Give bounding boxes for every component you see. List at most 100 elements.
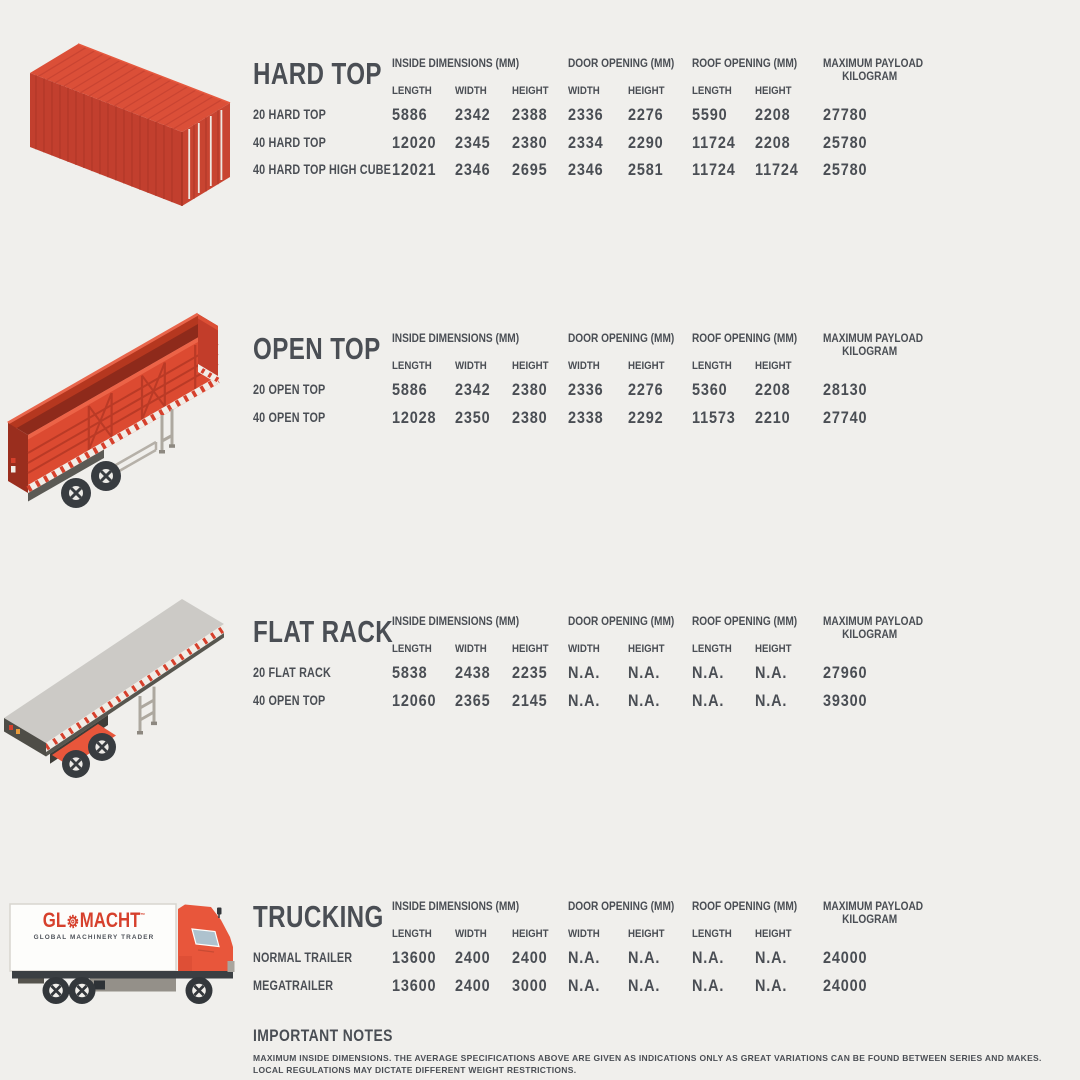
cell-inside-length: 5886 bbox=[392, 380, 428, 399]
column-header-length: LENGTH bbox=[692, 643, 732, 655]
cell-roof-length: N.A. bbox=[692, 975, 725, 995]
column-header-height: HEIGHT bbox=[755, 643, 792, 655]
hard-top-table: HARD TOP INSIDE DIMENSIONS (MM) DOOR OPE… bbox=[253, 55, 953, 184]
cell-door-height: 2276 bbox=[628, 105, 664, 124]
column-header-width: WIDTH bbox=[455, 643, 487, 655]
column-header-length: LENGTH bbox=[692, 85, 732, 97]
cell-inside-height: 2380 bbox=[512, 407, 548, 427]
glomacht-truck-illustration bbox=[9, 903, 235, 1006]
column-group-max-payload: MAXIMUM PAYLOAD KILOGRAM bbox=[823, 330, 924, 358]
column-group-inside-dimensions: INSIDE DIMENSIONS (MM) bbox=[392, 901, 520, 913]
cell-door-height: N.A. bbox=[628, 975, 661, 995]
max-payload-line2: KILOGRAM bbox=[842, 71, 898, 83]
column-header-height: HEIGHT bbox=[512, 85, 549, 97]
max-payload-line2: KILOGRAM bbox=[842, 629, 898, 641]
column-header-length: LENGTH bbox=[692, 928, 732, 940]
cell-door-width: N.A. bbox=[568, 663, 601, 682]
column-header-width: WIDTH bbox=[568, 928, 600, 940]
row-label: NORMAL TRAILER bbox=[253, 950, 353, 965]
cell-door-width: N.A. bbox=[568, 690, 601, 710]
cell-door-width: 2334 bbox=[568, 132, 604, 152]
cell-roof-length: N.A. bbox=[692, 663, 725, 682]
row-label: 20 FLAT RACK bbox=[253, 665, 331, 680]
max-payload-line1: MAXIMUM PAYLOAD bbox=[823, 333, 924, 345]
column-header-width: WIDTH bbox=[568, 360, 600, 372]
column-header-height: HEIGHT bbox=[628, 928, 665, 940]
cell-max-payload: 24000 bbox=[823, 948, 868, 967]
cell-inside-length: 13600 bbox=[392, 948, 437, 967]
column-header-height: HEIGHT bbox=[512, 360, 549, 372]
column-group-inside-dimensions: INSIDE DIMENSIONS (MM) bbox=[392, 333, 520, 345]
max-payload-line1: MAXIMUM PAYLOAD bbox=[823, 58, 924, 70]
column-header-width: WIDTH bbox=[568, 643, 600, 655]
cell-inside-width: 2350 bbox=[455, 407, 491, 427]
cell-door-width: 2336 bbox=[568, 105, 604, 124]
cell-inside-length: 12020 bbox=[392, 132, 437, 152]
cell-inside-height: 2145 bbox=[512, 690, 548, 710]
cell-inside-width: 2342 bbox=[455, 105, 491, 124]
column-header-height: HEIGHT bbox=[628, 85, 665, 97]
glomacht-wordmark: GL MACHT™ bbox=[43, 910, 145, 931]
row-label: 40 OPEN TOP bbox=[253, 409, 326, 425]
column-group-roof-opening: ROOF OPENING (MM) bbox=[692, 58, 798, 70]
cell-inside-width: 2400 bbox=[455, 975, 491, 995]
trucking-table: TRUCKING INSIDE DIMENSIONS (MM) DOOR OPE… bbox=[253, 898, 953, 999]
notes-title: IMPORTANT NOTES bbox=[253, 1026, 393, 1045]
column-group-max-payload: MAXIMUM PAYLOAD KILOGRAM bbox=[823, 898, 924, 926]
max-payload-line1: MAXIMUM PAYLOAD bbox=[823, 901, 924, 913]
column-group-door-opening: DOOR OPENING (MM) bbox=[568, 58, 675, 70]
cell-roof-length: 11724 bbox=[692, 160, 736, 179]
cell-door-height: N.A. bbox=[628, 948, 661, 967]
flat-rack-trailer-illustration bbox=[4, 599, 226, 780]
column-group-roof-opening: ROOF OPENING (MM) bbox=[692, 333, 798, 345]
cell-roof-height: 2208 bbox=[755, 105, 791, 124]
column-group-max-payload: MAXIMUM PAYLOAD KILOGRAM bbox=[823, 55, 924, 83]
cell-inside-width: 2346 bbox=[455, 160, 491, 179]
cell-roof-height: N.A. bbox=[755, 690, 788, 710]
cell-roof-length: 5360 bbox=[692, 380, 728, 399]
cell-door-width: N.A. bbox=[568, 975, 601, 995]
column-header-width: WIDTH bbox=[455, 928, 487, 940]
open-top-trailer-illustration bbox=[7, 312, 220, 510]
cell-roof-height: 11724 bbox=[755, 160, 799, 179]
cell-inside-length: 12060 bbox=[392, 690, 437, 710]
cell-inside-width: 2438 bbox=[455, 663, 491, 682]
cell-inside-length: 5838 bbox=[392, 663, 428, 682]
column-header-length: LENGTH bbox=[392, 360, 432, 372]
gear-icon bbox=[67, 914, 79, 928]
column-header-length: LENGTH bbox=[392, 85, 432, 97]
column-header-length: LENGTH bbox=[692, 360, 732, 372]
row-label: 40 OPEN TOP bbox=[253, 692, 326, 708]
column-header-length: LENGTH bbox=[392, 643, 432, 655]
cell-inside-length: 5886 bbox=[392, 105, 428, 124]
open-top-table: OPEN TOP INSIDE DIMENSIONS (MM) DOOR OPE… bbox=[253, 330, 953, 431]
section-title-trucking: TRUCKING bbox=[253, 899, 384, 934]
cell-max-payload: 27960 bbox=[823, 663, 868, 682]
cell-door-height: N.A. bbox=[628, 663, 661, 682]
cell-inside-height: 2380 bbox=[512, 132, 548, 152]
cell-door-height: N.A. bbox=[628, 690, 661, 710]
cell-inside-width: 2345 bbox=[455, 132, 491, 152]
cell-door-width: 2338 bbox=[568, 407, 604, 427]
cell-max-payload: 24000 bbox=[823, 975, 868, 995]
cell-roof-length: 11724 bbox=[692, 132, 736, 152]
cell-inside-length: 12021 bbox=[392, 160, 437, 179]
logo-suffix: MACHT bbox=[79, 909, 141, 932]
section-title-open-top: OPEN TOP bbox=[253, 331, 381, 366]
column-header-height: HEIGHT bbox=[755, 85, 792, 97]
cell-roof-length: N.A. bbox=[692, 690, 725, 710]
column-group-roof-opening: ROOF OPENING (MM) bbox=[692, 616, 798, 628]
note-line: MAXIMUM INSIDE DIMENSIONS. THE AVERAGE S… bbox=[253, 1053, 1042, 1063]
row-label: 20 OPEN TOP bbox=[253, 382, 326, 397]
column-group-door-opening: DOOR OPENING (MM) bbox=[568, 333, 675, 345]
cell-max-payload: 39300 bbox=[823, 690, 868, 710]
column-header-height: HEIGHT bbox=[755, 928, 792, 940]
cell-door-height: 2276 bbox=[628, 380, 664, 399]
column-header-length: LENGTH bbox=[392, 928, 432, 940]
hard-top-container-illustration bbox=[30, 43, 231, 206]
cell-door-height: 2581 bbox=[628, 160, 664, 179]
note-line: LOCAL REGULATIONS MAY DICTATE DIFFERENT … bbox=[253, 1065, 577, 1075]
cell-door-width: 2336 bbox=[568, 380, 604, 399]
logo-tagline: GLOBAL MACHINERY TRADER bbox=[33, 934, 155, 941]
